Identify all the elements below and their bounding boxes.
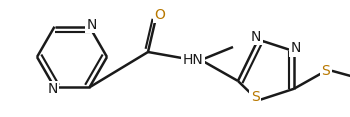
Text: N: N <box>251 30 261 44</box>
Text: S: S <box>322 64 330 78</box>
Text: N: N <box>291 41 301 55</box>
Text: S: S <box>251 90 259 104</box>
Text: O: O <box>155 8 166 22</box>
Text: HN: HN <box>183 53 203 67</box>
Text: N: N <box>47 82 58 96</box>
Text: N: N <box>86 18 97 32</box>
